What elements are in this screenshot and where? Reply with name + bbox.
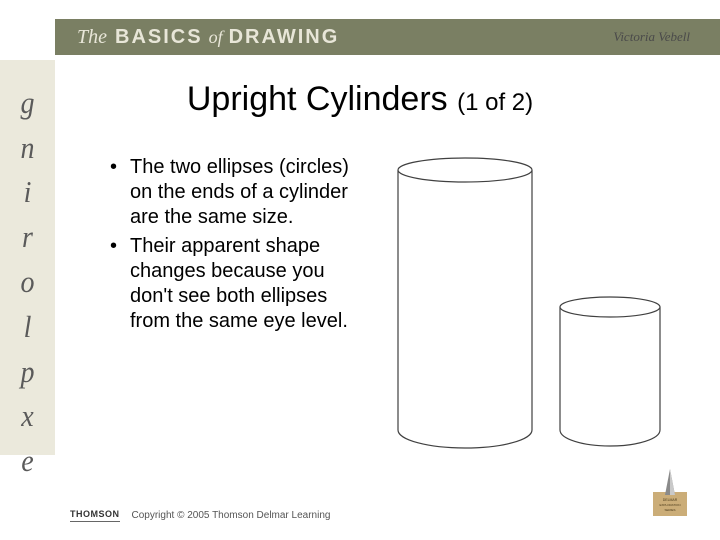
- sidebar-letter: n: [21, 124, 35, 173]
- sidebar-letter: i: [24, 169, 32, 218]
- page-title: Upright Cylinders (1 of 2): [0, 80, 720, 119]
- corner-logo: DELMAR EXPLORATION SERIES: [645, 467, 695, 522]
- header-of: of: [209, 27, 223, 48]
- sidebar-letter: r: [22, 214, 33, 263]
- header-drawing: DRAWING: [229, 26, 340, 49]
- footer: THOMSON Copyright © 2005 Thomson Delmar …: [70, 509, 330, 522]
- bullet-item: Their apparent shape changes because you…: [110, 234, 370, 334]
- title-sub: (1 of 2): [457, 89, 533, 116]
- sidebar-letter: o: [21, 259, 35, 308]
- header-basics: BASICS: [115, 26, 203, 49]
- svg-text:SERIES: SERIES: [664, 508, 675, 512]
- sidebar-letter: l: [24, 304, 32, 353]
- bullet-list: The two ellipses (circles) on the ends o…: [110, 155, 370, 338]
- header-band: The BASICS of DRAWING Victoria Vebell: [55, 19, 720, 55]
- footer-copyright: Copyright © 2005 Thomson Delmar Learning: [132, 510, 331, 521]
- footer-brand: THOMSON: [70, 509, 120, 522]
- svg-text:DELMAR: DELMAR: [663, 498, 678, 502]
- sidebar-letter: e: [21, 438, 33, 487]
- header-the: The: [77, 26, 107, 49]
- bullet-item: The two ellipses (circles) on the ends o…: [110, 155, 370, 230]
- sidebar-letter: p: [21, 348, 35, 397]
- svg-text:EXPLORATION: EXPLORATION: [659, 503, 680, 507]
- title-main: Upright Cylinders: [187, 80, 448, 118]
- sidebar-letter: x: [21, 393, 33, 442]
- header-author: Victoria Vebell: [613, 29, 690, 45]
- cylinder-diagram: [380, 150, 680, 450]
